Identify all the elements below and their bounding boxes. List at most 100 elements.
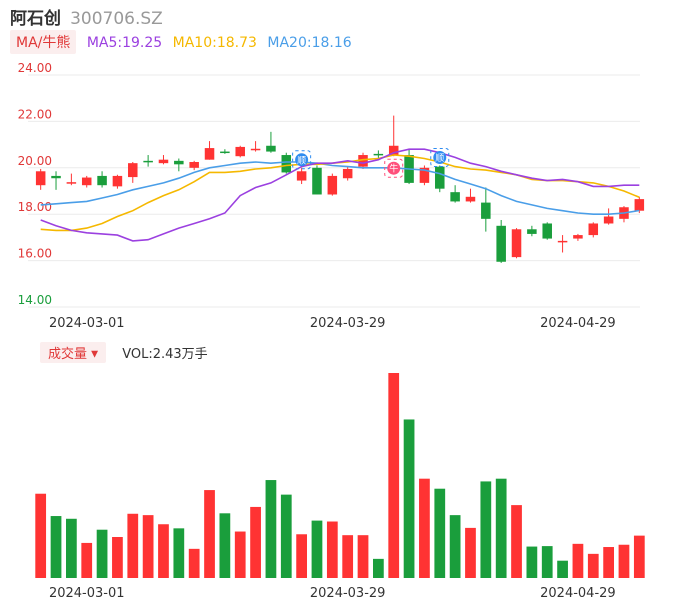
candlestick	[189, 160, 199, 171]
candlestick	[112, 174, 123, 189]
candlestick	[527, 225, 537, 237]
candlestick	[312, 165, 322, 195]
volume-bar	[511, 505, 522, 578]
candle-body	[235, 146, 245, 157]
candle-body	[158, 159, 169, 164]
candlestick	[296, 167, 307, 185]
candle-body	[189, 162, 199, 168]
candle-body	[557, 240, 568, 243]
marker-frame	[292, 150, 312, 170]
volume-bar	[495, 478, 507, 578]
candle-body	[542, 223, 552, 239]
indicator-selector-button[interactable]: MA/牛熊	[10, 30, 77, 54]
date-tick-label: 2024-04-29	[540, 316, 616, 331]
candlestick	[603, 208, 614, 225]
volume-bar	[342, 535, 354, 578]
volume-bar	[587, 553, 599, 578]
volume-bar	[96, 529, 108, 578]
candlestick	[266, 131, 276, 153]
volume-bar	[265, 480, 277, 578]
price-tick-label: 24.00	[18, 61, 52, 75]
volume-bar	[526, 546, 538, 578]
volume-bar	[465, 527, 476, 578]
volume-bar	[480, 481, 492, 578]
candlestick	[204, 141, 215, 160]
candle-body	[588, 223, 599, 236]
candle-body	[35, 171, 46, 186]
volume-bar	[142, 515, 154, 578]
candle-body	[388, 145, 399, 156]
candle-body	[573, 235, 583, 239]
volume-bar	[572, 543, 584, 578]
volume-bar	[158, 524, 169, 578]
candlestick	[450, 185, 460, 203]
ma10-legend: MA10:18.73	[172, 35, 257, 51]
volume-bar	[81, 542, 93, 578]
ma20-legend: MA20:18.16	[267, 35, 352, 51]
marker-badge	[433, 150, 447, 164]
marker-frame	[384, 158, 404, 178]
date-tick-label: 2024-03-01	[49, 586, 125, 601]
candlestick	[158, 155, 169, 165]
candle-body	[327, 175, 338, 195]
candle-body	[342, 168, 353, 179]
candle-body	[634, 199, 645, 211]
candle-body	[220, 151, 230, 154]
candlestick	[481, 187, 491, 232]
date-tick-label: 2024-03-29	[310, 586, 386, 601]
candlestick	[435, 165, 445, 193]
volume-bar	[403, 419, 415, 578]
volume-selector-button[interactable]: 成交量 ▼	[40, 342, 107, 363]
volume-bar	[35, 493, 47, 578]
ma-lines	[40, 148, 640, 242]
date-tick-label: 2024-03-01	[49, 316, 125, 331]
candle-body	[465, 196, 476, 202]
marker-label: 顺	[435, 153, 444, 164]
volume-bar	[633, 535, 645, 578]
marker-badge	[387, 161, 401, 175]
candle-body	[435, 166, 445, 189]
bull-signal-marker: 牛	[384, 158, 404, 178]
volume-bars	[35, 373, 645, 578]
volume-selector-label: 成交量	[48, 347, 88, 362]
volume-bar	[204, 490, 215, 578]
candle-body	[128, 163, 138, 178]
candlestick	[97, 171, 107, 188]
stock-name: 阿石创	[10, 9, 61, 29]
volume-bar	[112, 537, 123, 578]
volume-bar	[280, 494, 292, 578]
stock-header: 阿石创 300706.SZ	[10, 4, 163, 29]
volume-bar	[250, 506, 261, 578]
candlestick	[143, 155, 153, 167]
volume-bar	[326, 521, 338, 578]
volume-bar	[173, 528, 185, 578]
candlestick	[496, 220, 506, 263]
marker-label: 牛	[389, 163, 398, 175]
volume-bar	[127, 513, 139, 578]
candle-body	[450, 192, 460, 202]
volume-bar	[373, 558, 384, 578]
volume-bar	[234, 531, 246, 578]
candlestick	[573, 233, 583, 241]
trend-signal-marker: 顺	[292, 150, 312, 170]
candlestick	[465, 188, 476, 203]
candlestick	[327, 173, 338, 196]
volume-bar	[419, 478, 430, 578]
candle-body	[143, 160, 153, 163]
price-tick-label: 16.00	[18, 247, 52, 261]
candlestick	[51, 171, 61, 190]
candlestick	[81, 175, 92, 188]
candle-body	[112, 175, 123, 187]
candle-body	[174, 160, 184, 165]
candlestick	[220, 149, 230, 154]
candle-body	[296, 171, 307, 181]
volume-value: VOL:2.43万手	[122, 347, 208, 362]
candlestick	[281, 152, 292, 174]
volume-bar	[188, 548, 200, 578]
candle-body	[496, 225, 506, 262]
candle-body	[281, 155, 292, 173]
candlestick	[235, 145, 245, 158]
volume-bar	[219, 513, 231, 578]
candle-body	[66, 182, 77, 184]
